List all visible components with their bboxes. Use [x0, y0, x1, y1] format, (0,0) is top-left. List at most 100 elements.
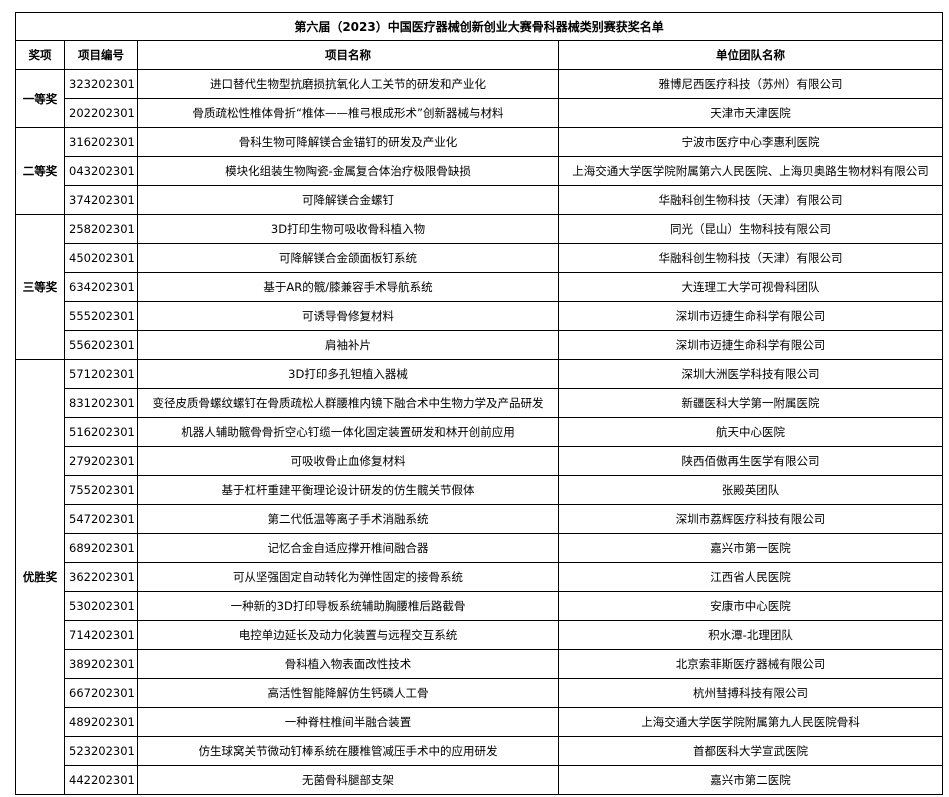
number-cell: 316202301	[64, 127, 138, 157]
project-cell: 电控单边延长及动力化装置与远程交互系统	[137, 620, 559, 650]
number-cell: 442202301	[64, 765, 138, 795]
project-cell: 一种脊柱椎间半融合装置	[137, 707, 559, 737]
project-cell: 一种新的3D打印导板系统辅助胸腰椎后路截骨	[137, 591, 559, 621]
project-cell: 记忆合金自适应撑开椎间融合器	[137, 533, 559, 563]
unit-cell: 北京索菲斯医疗器械有限公司	[557, 649, 944, 679]
table-row: 362202301 可从坚强固定自动转化为弹性固定的接骨系统 江西省人民医院	[16, 562, 944, 592]
project-cell: 仿生球窝关节微动钉棒系统在腰椎管减压手术中的应用研发	[137, 736, 559, 766]
number-cell: 689202301	[64, 533, 138, 563]
unit-cell: 嘉兴市第二医院	[557, 765, 944, 795]
unit-cell: 深圳市迈捷生命科学有限公司	[557, 301, 944, 331]
project-cell: 3D打印多孔钽植入器械	[137, 359, 559, 389]
project-cell: 机器人辅助髋骨骨折空心钉缆一体化固定装置研发和林开创前应用	[137, 417, 559, 447]
unit-cell: 华融科创生物科技（天津）有限公司	[557, 243, 944, 273]
table-row: 279202301 可吸收骨止血修复材料 陕西佰傲再生医学有限公司	[16, 446, 944, 476]
project-cell: 3D打印生物可吸收骨科植入物	[137, 214, 559, 244]
number-cell: 555202301	[64, 301, 138, 331]
table-row: 547202301 第二代低温等离子手术消融系统 深圳市荔辉医疗科技有限公司	[16, 504, 944, 534]
table-row: 202202301 骨质疏松性椎体骨折“椎体——椎弓根成形术”创新器械与材料 天津市…	[16, 98, 944, 128]
title-row: 第六届（2023）中国医疗器械创新创业大赛骨科器械类别赛获奖名单	[14, 12, 944, 41]
table-row: 755202301 基于杠杆重建平衡理论设计研发的仿生髋关节假体 张殿英团队	[16, 475, 944, 505]
project-cell: 肩袖补片	[137, 330, 559, 360]
unit-cell: 积水潭-北理团队	[557, 620, 944, 650]
table-row: 442202301 无菌骨科腿部支架 嘉兴市第二医院	[16, 765, 944, 795]
table-row: 714202301 电控单边延长及动力化装置与远程交互系统 积水潭-北理团队	[16, 620, 944, 650]
unit-cell: 嘉兴市第一医院	[557, 533, 944, 563]
project-cell: 骨科植入物表面改性技术	[137, 649, 559, 679]
award-cell: 二等奖	[15, 127, 65, 215]
unit-cell: 陕西佰傲再生医学有限公司	[557, 446, 944, 476]
unit-cell: 深圳大洲医学科技有限公司	[557, 359, 944, 389]
unit-cell: 航天中心医院	[557, 417, 944, 447]
table-row: 516202301 机器人辅助髋骨骨折空心钉缆一体化固定装置研发和林开创前应用 航天…	[16, 417, 944, 447]
table-row: 689202301 记忆合金自适应撑开椎间融合器 嘉兴市第一医院	[16, 533, 944, 563]
unit-cell: 同光（昆山）生物科技有限公司	[557, 214, 944, 244]
number-cell: 043202301	[64, 156, 138, 186]
number-cell: 714202301	[64, 620, 138, 650]
unit-cell: 深圳市迈捷生命科学有限公司	[557, 330, 944, 360]
project-cell: 骨质疏松性椎体骨折“椎体——椎弓根成形术”创新器械与材料	[137, 98, 559, 128]
unit-cell: 大连理工大学可视骨科团队	[557, 272, 944, 302]
project-cell: 模块化组装生物陶瓷-金属复合体治疗极限骨缺损	[137, 156, 559, 186]
number-cell: 556202301	[64, 330, 138, 360]
unit-cell: 安康市中心医院	[557, 591, 944, 621]
project-cell: 基于杠杆重建平衡理论设计研发的仿生髋关节假体	[137, 475, 559, 505]
project-cell: 变径皮质骨螺纹螺钉在骨质疏松人群腰椎内镜下融合术中生物力学及产品研发	[137, 388, 559, 418]
project-cell: 进口替代生物型抗磨损抗氧化人工关节的研发和产业化	[137, 69, 559, 99]
header-row: 奖项 项目编号 项目名称 单位团队名称	[15, 40, 944, 70]
number-cell: 362202301	[64, 562, 138, 592]
award-cell: 优胜奖	[15, 359, 65, 795]
award-table: 第六届（2023）中国医疗器械创新创业大赛骨科器械类别赛获奖名单 奖项 项目编号…	[14, 12, 944, 795]
project-cell: 无菌骨科腿部支架	[137, 765, 559, 795]
number-cell: 202202301	[64, 98, 138, 128]
table-row: 489202301 一种脊柱椎间半融合装置 上海交通大学医学院附属第九人民医院骨科	[16, 707, 944, 737]
project-cell: 可诱导骨修复材料	[137, 301, 559, 331]
table-row: 二等奖 316202301 骨科生物可降解镁合金锚钉的研发及产业化 宁波市医疗中心李惠…	[15, 127, 944, 215]
number-cell: 523202301	[64, 736, 138, 766]
table-row: 优胜奖 571202301 3D打印多孔钽植入器械 深圳大洲医学科技有限公司	[15, 359, 944, 795]
unit-cell: 张殿英团队	[557, 475, 944, 505]
table-row: 043202301 模块化组装生物陶瓷-金属复合体治疗极限骨缺损 上海交通大学医学院…	[16, 156, 944, 186]
number-cell: 667202301	[64, 678, 138, 708]
project-cell: 可降解镁合金颌面板钉系统	[137, 243, 559, 273]
table-title: 第六届（2023）中国医疗器械创新创业大赛骨科器械类别赛获奖名单	[14, 12, 944, 41]
number-cell: 516202301	[64, 417, 138, 447]
number-cell: 489202301	[64, 707, 138, 737]
number-cell: 755202301	[64, 475, 138, 505]
table-row: 一等奖 323202301 进口替代生物型抗磨损抗氧化人工关节的研发和产业化 雅博尼西…	[15, 69, 944, 128]
unit-cell: 新疆医科大学第一附属医院	[557, 388, 944, 418]
header-project: 项目名称	[137, 40, 559, 70]
table-row: 450202301 可降解镁合金颌面板钉系统 华融科创生物科技（天津）有限公司	[16, 243, 944, 273]
unit-cell: 杭州彗搏科技有限公司	[557, 678, 944, 708]
table-row: 556202301 肩袖补片 深圳市迈捷生命科学有限公司	[16, 330, 944, 360]
unit-cell: 江西省人民医院	[557, 562, 944, 592]
number-cell: 279202301	[64, 446, 138, 476]
project-cell: 第二代低温等离子手术消融系统	[137, 504, 559, 534]
table-row: 555202301 可诱导骨修复材料 深圳市迈捷生命科学有限公司	[16, 301, 944, 331]
project-cell: 可从坚强固定自动转化为弹性固定的接骨系统	[137, 562, 559, 592]
project-cell: 可吸收骨止血修复材料	[137, 446, 559, 476]
number-cell: 634202301	[64, 272, 138, 302]
number-cell: 530202301	[64, 591, 138, 621]
project-cell: 高活性智能降解仿生钙磷人工骨	[137, 678, 559, 708]
number-cell: 258202301	[64, 214, 138, 244]
number-cell: 450202301	[64, 243, 138, 273]
number-cell: 389202301	[64, 649, 138, 679]
table-row: 374202301 可降解镁合金螺钉 华融科创生物科技（天津）有限公司	[16, 185, 944, 215]
number-cell: 547202301	[64, 504, 138, 534]
table-row: 530202301 一种新的3D打印导板系统辅助胸腰椎后路截骨 安康市中心医院	[16, 591, 944, 621]
project-cell: 可降解镁合金螺钉	[137, 185, 559, 215]
table-row: 667202301 高活性智能降解仿生钙磷人工骨 杭州彗搏科技有限公司	[16, 678, 944, 708]
table-row: 389202301 骨科植入物表面改性技术 北京索菲斯医疗器械有限公司	[16, 649, 944, 679]
number-cell: 571202301	[64, 359, 138, 389]
number-cell: 374202301	[64, 185, 138, 215]
unit-cell: 上海交通大学医学院附属第九人民医院骨科	[557, 707, 944, 737]
award-cell: 一等奖	[15, 69, 65, 128]
unit-cell: 首都医科大学宣武医院	[557, 736, 944, 766]
unit-cell: 深圳市荔辉医疗科技有限公司	[557, 504, 944, 534]
number-cell: 323202301	[64, 69, 138, 99]
unit-cell: 雅博尼西医疗科技（苏州）有限公司	[557, 69, 944, 99]
table-row: 三等奖 258202301 3D打印生物可吸收骨科植入物 同光（昆山）生物科技有限公司	[15, 214, 944, 360]
table-row: 523202301 仿生球窝关节微动钉棒系统在腰椎管减压手术中的应用研发 首都医科大…	[16, 736, 944, 766]
header-unit: 单位团队名称	[557, 40, 944, 70]
